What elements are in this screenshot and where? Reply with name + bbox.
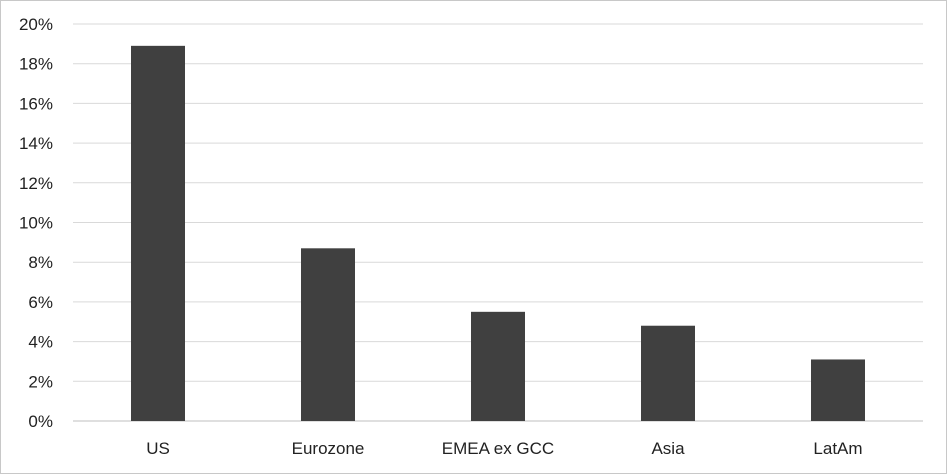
y-tick-label: 12%: [19, 174, 53, 193]
y-axis-ticks: 0% 2% 4% 6% 8% 10% 12% 14% 16% 18% 20%: [19, 15, 53, 431]
y-tick-label: 10%: [19, 214, 53, 233]
bar-emea-ex-gcc: [471, 311, 525, 421]
x-axis-labels: US Eurozone EMEA ex GCC Asia LatAm: [146, 439, 862, 458]
bar-latam: [811, 359, 865, 421]
x-category-label: Asia: [651, 439, 685, 458]
y-tick-label: 6%: [28, 293, 53, 312]
y-tick-label: 4%: [28, 333, 53, 352]
y-tick-label: 14%: [19, 134, 53, 153]
bar-us: [131, 45, 185, 422]
bar-asia: [641, 325, 695, 421]
x-category-label: US: [146, 439, 170, 458]
x-category-label: EMEA ex GCC: [442, 439, 554, 458]
y-tick-label: 16%: [19, 94, 53, 113]
y-tick-label: 20%: [19, 15, 53, 34]
y-tick-label: 2%: [28, 372, 53, 391]
y-tick-label: 18%: [19, 55, 53, 74]
bar-eurozone: [301, 248, 355, 421]
bars: [131, 45, 865, 422]
grid-lines: [73, 23, 923, 422]
y-tick-label: 0%: [28, 412, 53, 431]
x-category-label: Eurozone: [292, 439, 365, 458]
x-category-label: LatAm: [813, 439, 862, 458]
y-tick-label: 8%: [28, 253, 53, 272]
